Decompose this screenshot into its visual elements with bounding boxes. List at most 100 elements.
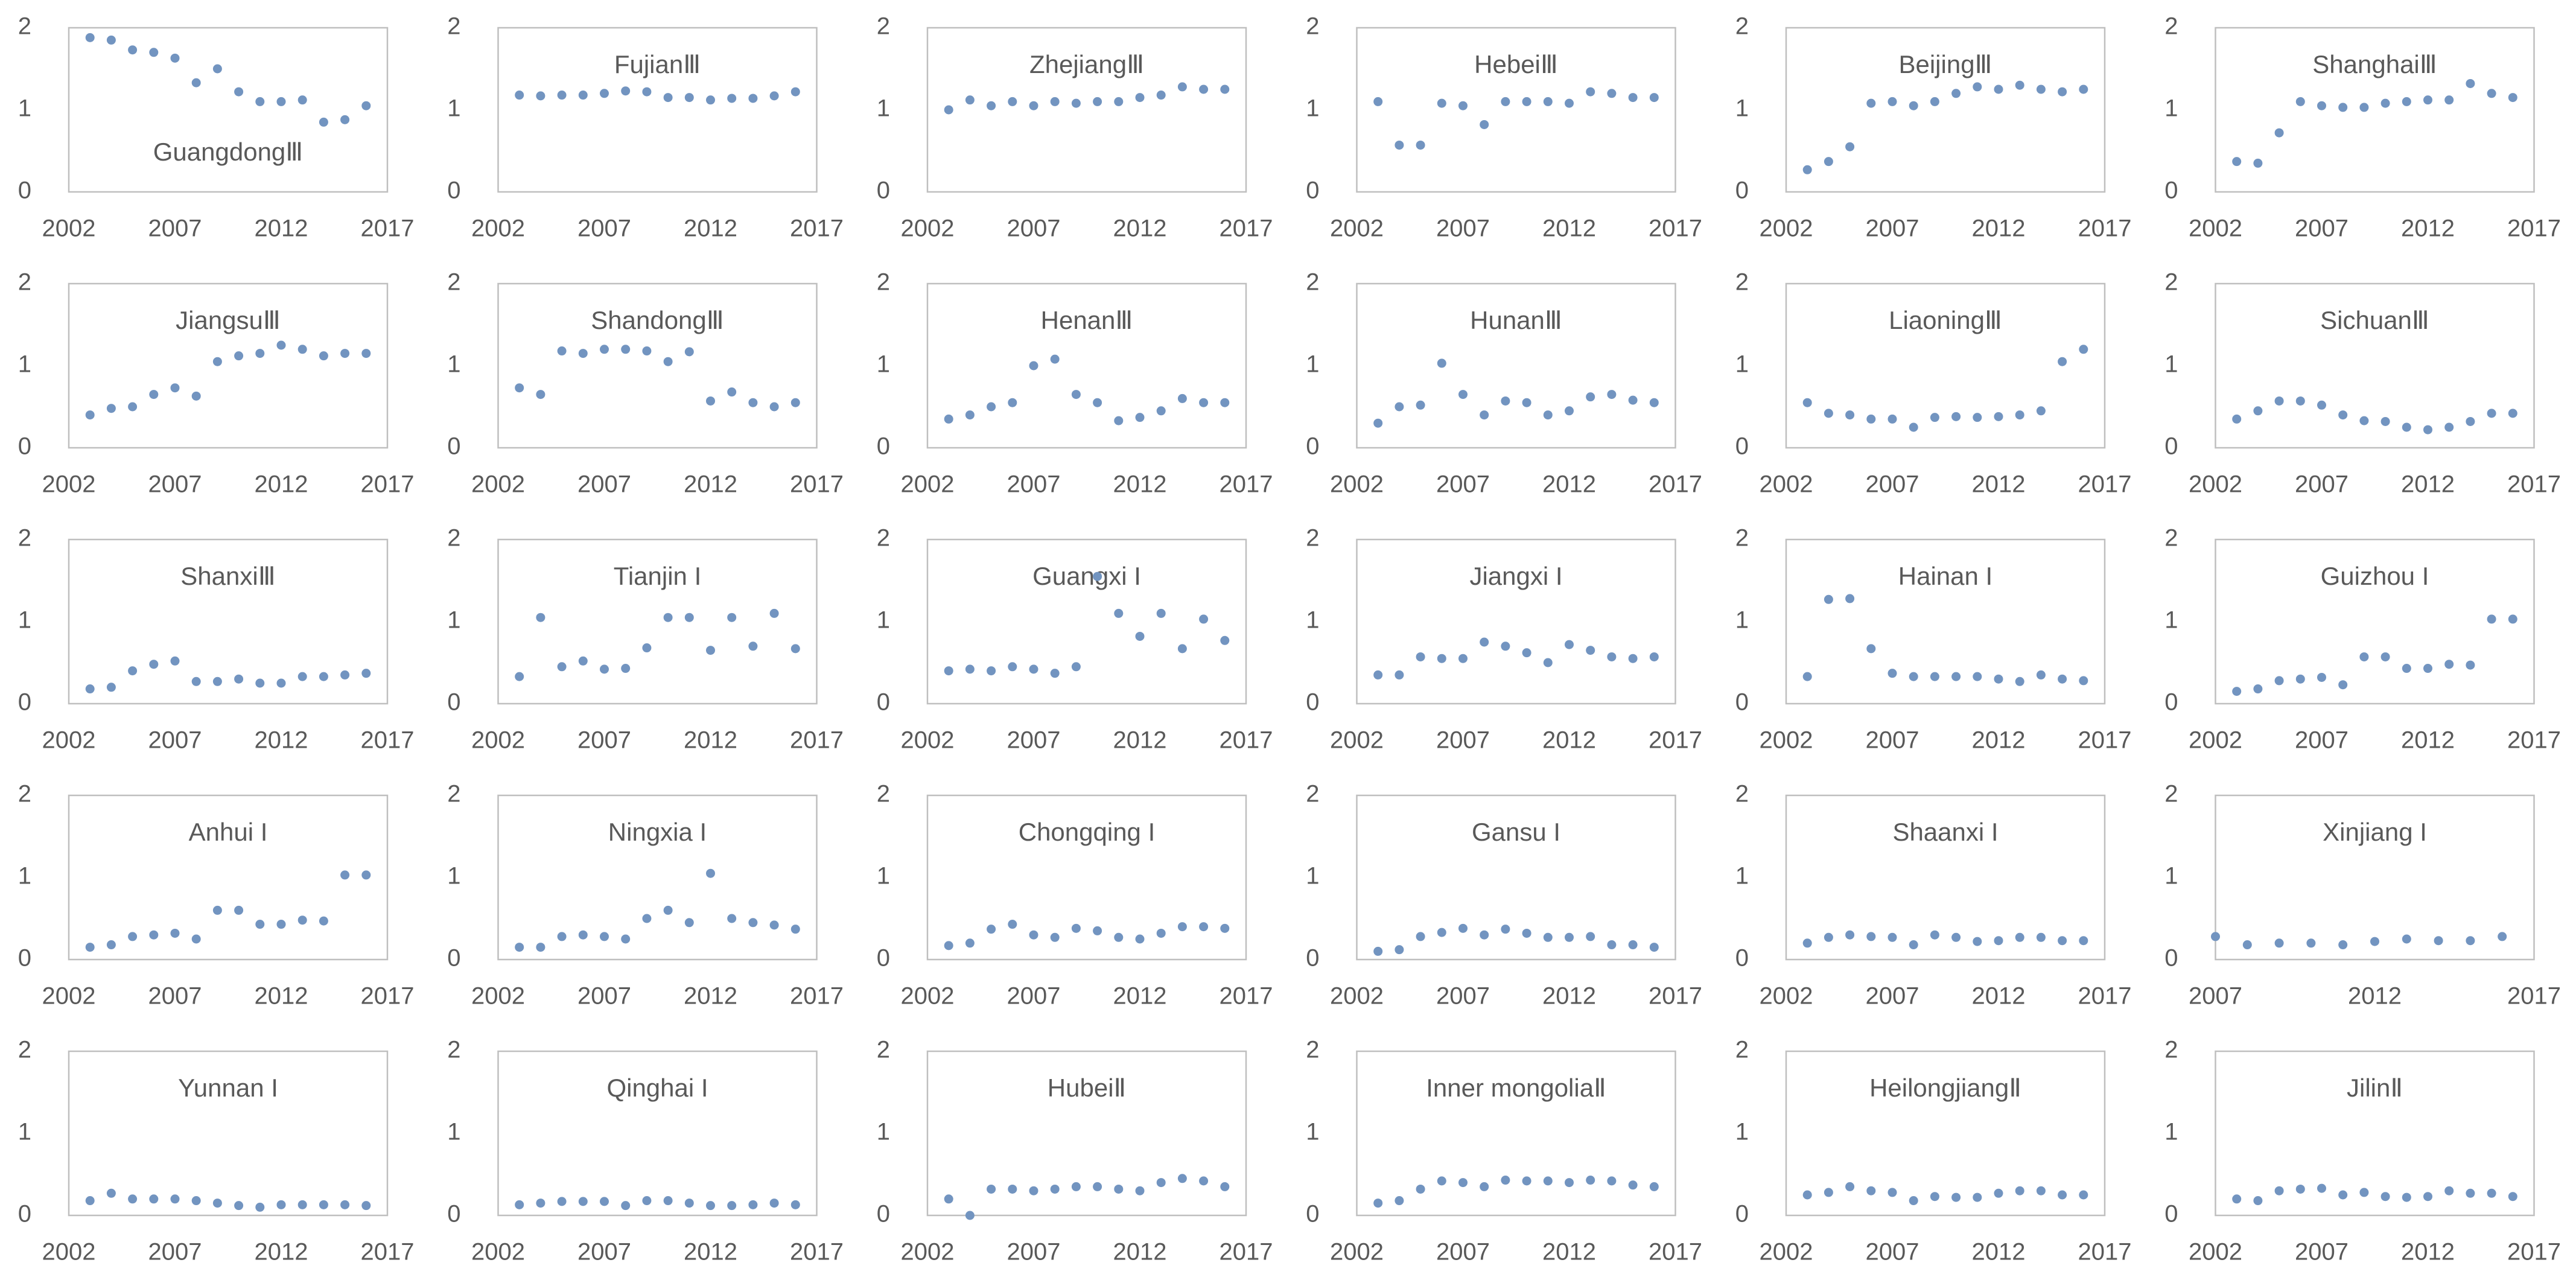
plot-frame	[1785, 538, 2106, 705]
plot-frame	[497, 538, 818, 705]
x-tick-label: 2002	[1330, 1239, 1384, 1265]
data-point	[1845, 1182, 1855, 1191]
data-point	[1522, 1176, 1531, 1186]
plot-frame	[1356, 1050, 1676, 1217]
y-tick-label: 2	[447, 525, 460, 552]
data-point	[1565, 932, 1574, 942]
y-tick-label: 1	[2164, 1119, 2178, 1145]
data-point	[1029, 361, 1038, 371]
data-point	[1135, 413, 1145, 422]
data-point	[600, 932, 609, 941]
panel: 0 1 2 2002 2007 2012 2017 Gansu I	[1306, 781, 1702, 1010]
data-point	[2338, 1190, 2348, 1200]
y-tick-label: 0	[2164, 689, 2178, 716]
data-point	[1177, 82, 1187, 92]
chart-title: HeilongjiangⅡ	[1869, 1074, 2021, 1102]
x-tick-label: 2012	[2401, 471, 2455, 498]
x-tick-label: 2007	[1007, 727, 1061, 754]
x-tick-label: 2007	[577, 215, 631, 242]
data-point	[361, 101, 371, 110]
data-point	[748, 1200, 758, 1209]
x-tick-label: 2007	[1866, 727, 1919, 754]
data-point	[1522, 648, 1531, 658]
data-point	[1565, 406, 1574, 416]
data-point	[212, 357, 222, 366]
x-tick-label: 2017	[2078, 727, 2132, 754]
data-point	[2232, 157, 2242, 167]
data-point	[1930, 413, 1939, 422]
y-tick-label: 2	[18, 13, 31, 40]
data-point	[663, 93, 673, 103]
panel: 0 1 2 2002 2007 2012 2017 HeilongjiangⅡ	[1735, 1037, 2132, 1265]
data-point	[2402, 422, 2411, 432]
data-point	[128, 402, 138, 412]
data-point	[85, 684, 95, 694]
plot-frame	[68, 282, 389, 449]
data-point	[2487, 89, 2496, 98]
data-point	[170, 656, 180, 666]
data-point	[234, 351, 244, 361]
data-point	[515, 1200, 524, 1209]
data-point	[128, 666, 138, 676]
data-point	[234, 87, 244, 97]
y-tick-label: 0	[2164, 177, 2178, 204]
plot-frame	[68, 27, 389, 193]
data-point	[1802, 938, 1812, 948]
data-point	[1845, 594, 1855, 603]
x-tick-label: 2012	[684, 983, 737, 1010]
x-tick-label: 2017	[1649, 215, 1702, 242]
data-point	[1887, 669, 1897, 678]
chart-title: HunanⅢ	[1470, 306, 1562, 334]
data-point	[319, 351, 328, 361]
data-point	[2232, 414, 2242, 424]
data-point	[578, 91, 588, 100]
data-point	[1824, 409, 1833, 418]
data-point	[1802, 398, 1812, 407]
data-point	[106, 35, 116, 45]
data-point	[1628, 1180, 1638, 1190]
x-tick-label: 2002	[1760, 471, 1813, 498]
y-tick-label: 0	[18, 945, 31, 972]
data-point	[1050, 932, 1060, 942]
data-point	[191, 934, 201, 944]
data-point	[727, 387, 737, 397]
y-tick-label: 0	[1306, 689, 1319, 716]
data-point	[340, 115, 350, 124]
panel: 0 1 2 2002 2007 2012 2017 Ningxia I	[447, 781, 844, 1010]
data-point	[1501, 97, 1510, 106]
data-point	[642, 1196, 652, 1206]
panel: 0 1 2 2002 2007 2012 2017 HunanⅢ	[1306, 269, 1702, 498]
data-point	[149, 48, 159, 57]
plot-frame	[1785, 794, 2106, 961]
x-tick-label: 2007	[148, 215, 202, 242]
data-point	[1824, 932, 1833, 942]
data-point	[1951, 412, 1961, 421]
data-point	[1480, 1182, 1489, 1191]
data-point	[663, 1196, 673, 1206]
data-point	[769, 608, 779, 618]
data-point	[1909, 1196, 1918, 1206]
data-point	[255, 1202, 265, 1212]
chart-title: FujianⅢ	[614, 50, 701, 78]
data-point	[1501, 925, 1510, 934]
data-point	[2253, 406, 2263, 416]
data-point	[212, 1199, 222, 1208]
data-point	[1628, 93, 1638, 103]
y-tick-label: 2	[877, 1037, 890, 1063]
y-tick-label: 1	[1306, 607, 1319, 634]
data-point	[1586, 932, 1595, 941]
y-tick-label: 2	[1306, 269, 1319, 296]
y-tick-label: 1	[2164, 95, 2178, 122]
x-tick-label: 2002	[42, 727, 96, 754]
data-point	[1093, 926, 1102, 935]
data-point	[1199, 922, 1209, 932]
y-tick-label: 1	[18, 1119, 31, 1145]
data-point	[319, 916, 328, 926]
data-point	[642, 87, 652, 97]
plot-frame	[2215, 794, 2535, 961]
data-point	[1866, 1186, 1876, 1195]
data-point	[2036, 932, 2046, 942]
data-point	[319, 1200, 328, 1209]
x-tick-label: 2007	[1866, 983, 1919, 1010]
x-tick-label: 2007	[2295, 1239, 2349, 1265]
